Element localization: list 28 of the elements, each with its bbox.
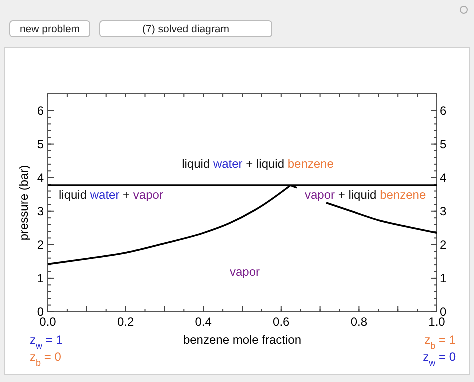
y-tick-label: 5: [37, 137, 44, 152]
y-tick-label: 3: [37, 204, 44, 218]
y2-tick-label: 5: [440, 137, 447, 152]
text: new problem: [20, 24, 80, 36]
y2-tick-label: 1: [440, 271, 447, 286]
y-tick-label: 6: [37, 104, 44, 118]
y2-tick-label: 3: [440, 204, 447, 218]
annotation: liquid water + liquid benzene: [182, 157, 334, 171]
x-tick-label: 0.6: [273, 315, 290, 329]
text: z$_{b}$ = 0: [30, 350, 62, 368]
x-tick-label: 0.8: [350, 315, 368, 329]
x-axis-title: benzene mole fraction: [183, 333, 302, 347]
y-tick-label: 1: [37, 271, 44, 286]
y2-tick-label: 2: [440, 238, 447, 252]
x-tick-label: 0.2: [117, 315, 134, 329]
annotation: liquid water + vapor: [59, 188, 164, 202]
y2-tick-label: 4: [440, 170, 447, 185]
x-tick-label: 0.4: [195, 315, 212, 329]
annotation: vapor + liquid benzene: [305, 188, 426, 202]
annotation: vapor: [230, 265, 260, 279]
y-tick-label: 2: [37, 238, 44, 252]
text: z$_{w}$ = 1: [30, 333, 64, 351]
y2-tick-label: 6: [440, 104, 447, 118]
y-tick-label: 4: [37, 170, 44, 185]
y-axis-title: pressure (bar): [17, 165, 31, 241]
text: z$_{w}$ = 0: [423, 350, 456, 368]
text: z$_{b}$ = 1: [424, 333, 456, 351]
text: (7) solved diagram: [142, 24, 230, 36]
